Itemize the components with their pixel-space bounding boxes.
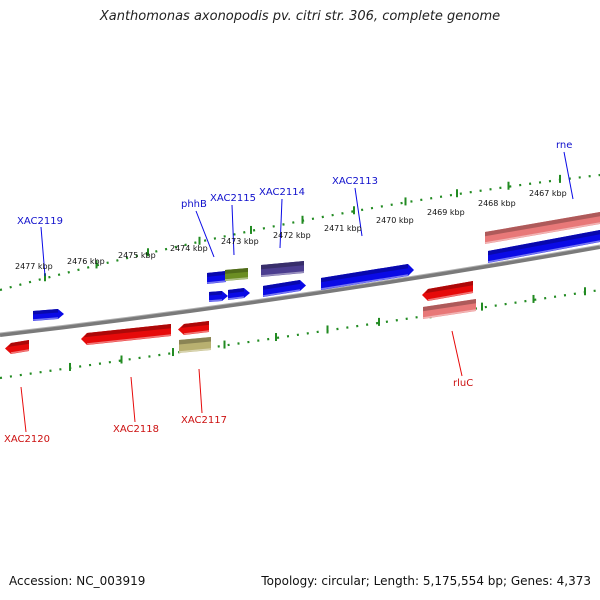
feature-xac2117-pseudo[interactable]	[178, 337, 212, 353]
map-title: Xanthomonas axonopodis pv. citri str. 30…	[99, 9, 501, 24]
scale-label: 2475 kbp	[118, 251, 156, 260]
lower-tick-track	[0, 288, 600, 380]
scale-label: 2467 kbp	[529, 189, 567, 198]
leader-rluc	[451, 330, 463, 377]
feature-xac2118[interactable]	[81, 324, 172, 345]
feature-xac2114[interactable]	[262, 280, 306, 297]
gene-label-xac2115[interactable]: XAC2115	[210, 193, 256, 204]
feature-xac2120[interactable]	[5, 340, 30, 354]
leader-xac2114	[279, 198, 283, 249]
scale-label: 2472 kbp	[273, 231, 311, 240]
leader-xac2120	[20, 386, 27, 433]
gene-label-xac2117[interactable]: XAC2117	[181, 415, 227, 426]
feature-xac2115-b[interactable]	[227, 288, 250, 300]
gene-label-xac2114[interactable]: XAC2114	[259, 187, 305, 198]
feature-xac2115-a[interactable]	[224, 268, 249, 281]
scale-label: 2471 kbp	[324, 224, 362, 233]
feature-xac2117[interactable]	[178, 321, 210, 335]
accession-text: Accession: NC_003919	[9, 574, 146, 588]
feature-xac2113[interactable]	[320, 264, 414, 290]
gene-label-xac2118[interactable]: XAC2118	[113, 424, 159, 435]
feature-rluc-rna[interactable]	[422, 299, 477, 319]
leader-xac2113	[354, 187, 363, 237]
genome-stats-text: Topology: circular; Length: 5,175,554 bp…	[261, 574, 591, 588]
scale-label: 2473 kbp	[221, 237, 259, 246]
genome-backbone	[0, 245, 600, 337]
gene-label-xac2113[interactable]: XAC2113	[332, 176, 378, 187]
gene-label-xac2120[interactable]: XAC2120	[4, 434, 50, 445]
feature-xac2114-misc[interactable]	[260, 261, 305, 277]
scale-label: 2468 kbp	[478, 199, 516, 208]
scale-label: 2469 kbp	[427, 208, 465, 217]
gene-features	[5, 212, 600, 354]
leader-xac2118	[130, 376, 136, 423]
scale-label: 2477 kbp	[15, 262, 53, 271]
leader-xac2119	[40, 226, 46, 277]
scale-label: 2470 kbp	[376, 216, 414, 225]
scale-label: 2476 kbp	[67, 257, 105, 266]
gene-label-xac2119[interactable]: XAC2119	[17, 216, 63, 227]
scale-label: 2474 kbp	[170, 244, 208, 253]
leader-phhb	[195, 210, 215, 258]
gene-label-phhb[interactable]: phhB	[181, 199, 207, 210]
gene-label-rluc[interactable]: rluC	[453, 378, 473, 389]
leader-rne	[563, 151, 574, 200]
feature-rne-rna[interactable]	[484, 212, 600, 244]
leader-xac2115	[231, 204, 235, 256]
feature-rluc[interactable]	[422, 281, 474, 301]
label-leader-lines	[20, 151, 574, 433]
major-ticks	[44, 174, 586, 371]
gene-label-rne[interactable]: rne	[556, 140, 572, 151]
feature-xac2119[interactable]	[32, 309, 64, 321]
feature-rne[interactable]	[487, 230, 600, 263]
leader-xac2117	[198, 368, 203, 414]
feature-phhb[interactable]	[206, 271, 227, 284]
feature-phhb-b[interactable]	[208, 291, 228, 302]
